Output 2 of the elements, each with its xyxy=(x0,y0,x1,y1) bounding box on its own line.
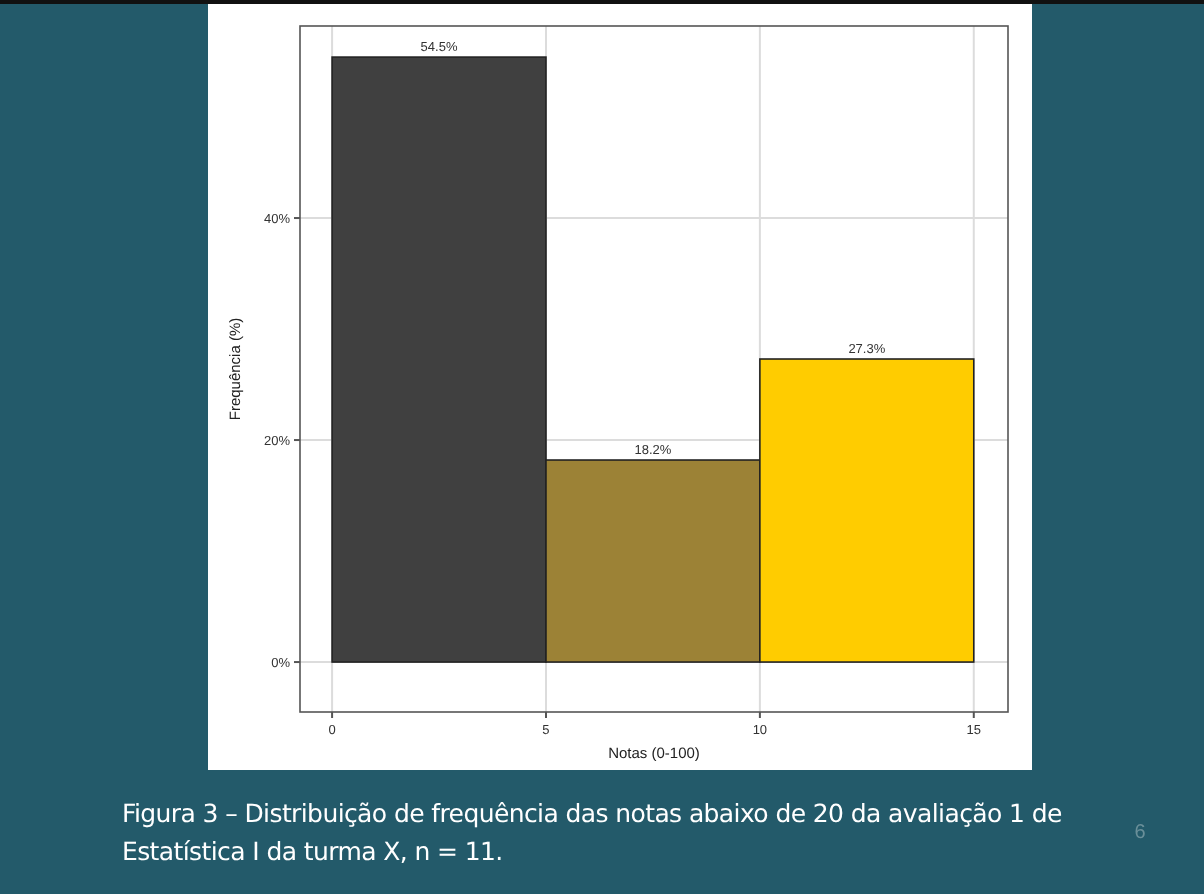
text: Figura 3 – Distribuição de frequência das notas abaixo de 20 da avaliação 1 de Estatística I da turma X, n = 11. xyxy=(122,796,1064,870)
text: 6 xyxy=(1134,822,1147,844)
